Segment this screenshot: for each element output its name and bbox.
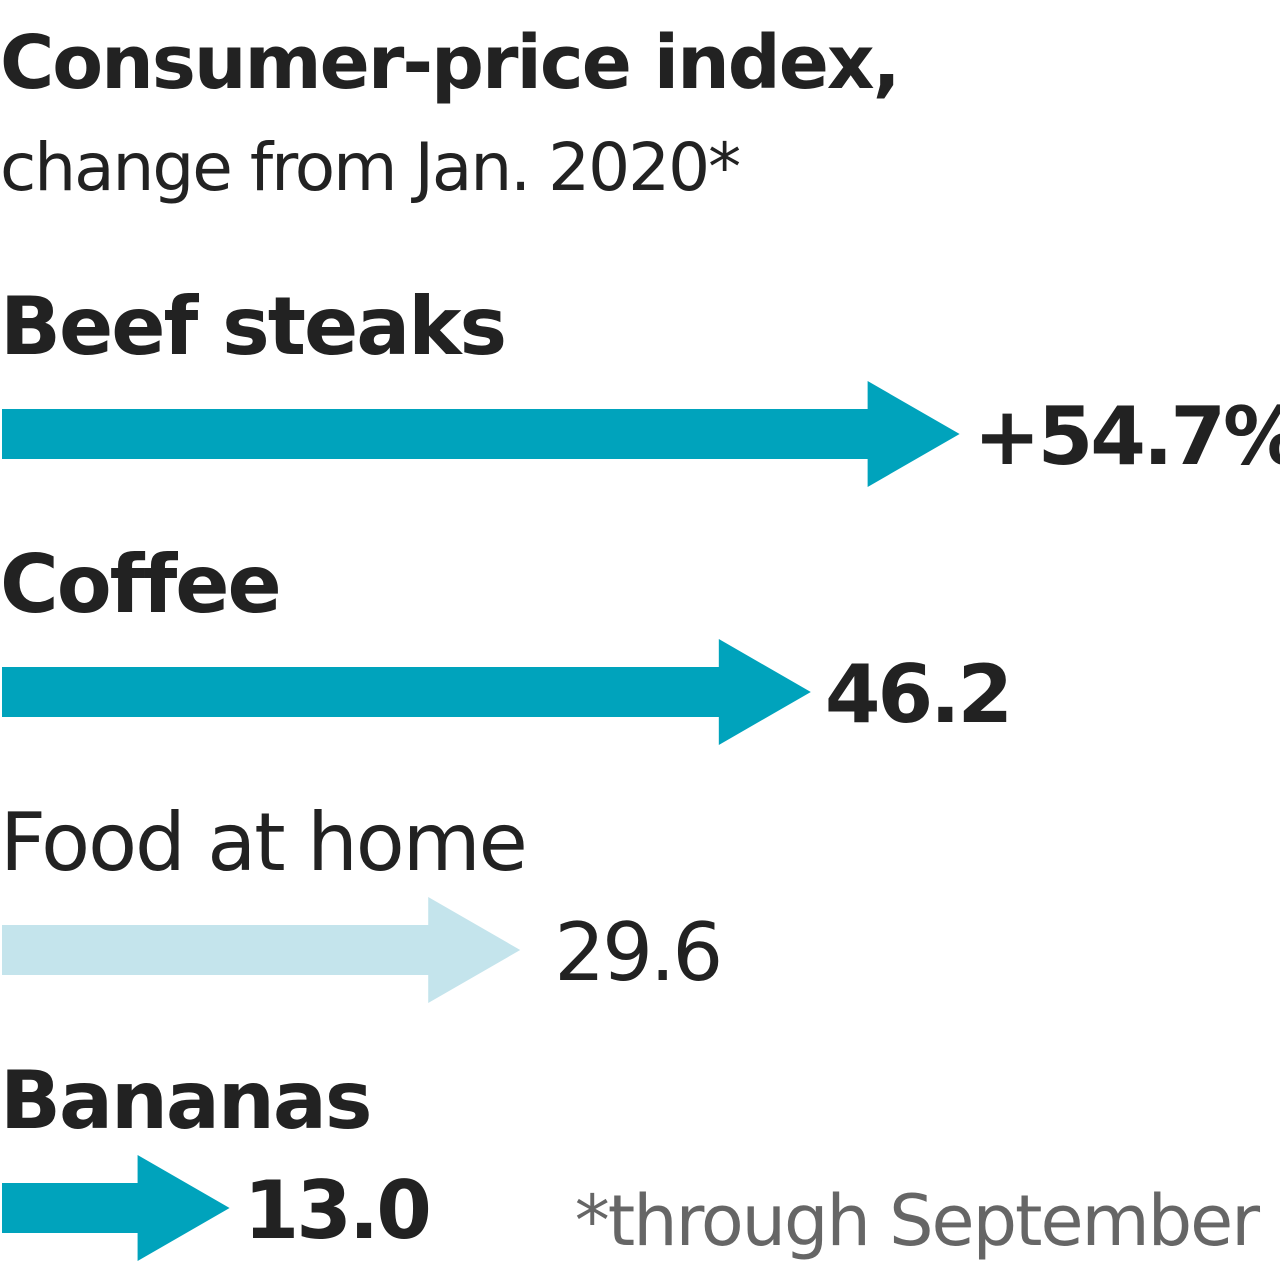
arrow-bar (2, 381, 960, 487)
arrow-bar (2, 1155, 230, 1261)
category-label: Coffee (0, 538, 280, 631)
value-label: +54.7% (974, 390, 1280, 483)
chart-title: Consumer-price index, (0, 20, 899, 106)
arrow-bar (2, 897, 521, 1003)
category-label: Bananas (0, 1054, 370, 1147)
footnote: *through September (575, 1180, 1260, 1262)
chart-subtitle: change from Jan. 2020* (0, 129, 740, 206)
category-label: Beef steaks (0, 280, 505, 373)
arrow-bar (2, 639, 811, 745)
category-label: Food at home (0, 796, 526, 889)
value-label: 46.2 (825, 648, 1010, 741)
value-label: 13.0 (244, 1164, 429, 1257)
value-label: 29.6 (554, 906, 720, 999)
